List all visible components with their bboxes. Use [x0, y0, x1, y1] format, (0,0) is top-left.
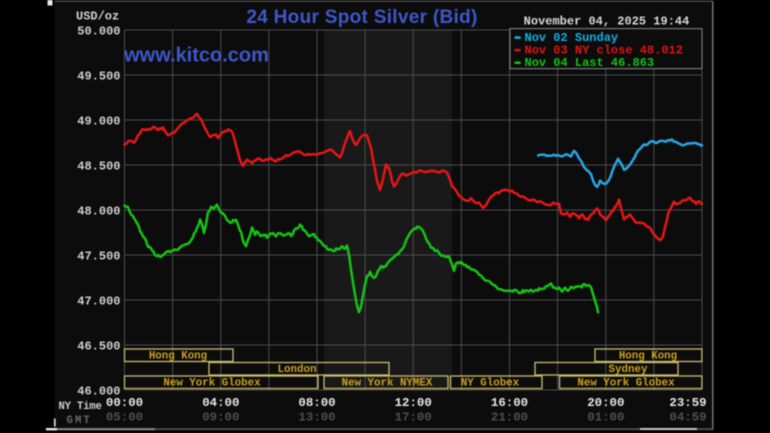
svg-text:48.000: 48.000 [77, 204, 120, 218]
svg-text:08:00: 08:00 [298, 396, 335, 410]
svg-text:20:00: 20:00 [587, 396, 624, 410]
svg-text:GMT: GMT [67, 415, 92, 427]
svg-text:USD/oz: USD/oz [76, 9, 119, 23]
svg-text:12:00: 12:00 [395, 396, 432, 410]
svg-text:01:00: 01:00 [587, 411, 624, 425]
svg-text:Hong Kong: Hong Kong [149, 351, 207, 363]
svg-text:49.500: 49.500 [77, 69, 120, 83]
svg-text:London: London [278, 364, 317, 376]
svg-text:24 Hour Spot Silver (Bid): 24 Hour Spot Silver (Bid) [246, 7, 477, 28]
svg-text:New York Globex: New York Globex [577, 378, 675, 390]
svg-text:49.000: 49.000 [77, 114, 120, 128]
svg-text:Nov 02 Sunday: Nov 02 Sunday [525, 31, 619, 45]
svg-text:47.000: 47.000 [77, 294, 120, 308]
svg-text:09:00: 09:00 [202, 411, 239, 425]
svg-text:05:00: 05:00 [106, 411, 143, 425]
svg-text:16:00: 16:00 [491, 396, 528, 410]
svg-text:48.500: 48.500 [77, 159, 120, 173]
svg-text:NY Time: NY Time [59, 401, 102, 413]
svg-text:Sydney: Sydney [609, 364, 648, 376]
svg-text:Nov 04 Last 46.863: Nov 04 Last 46.863 [525, 56, 655, 70]
svg-text:NY Globex: NY Globex [461, 378, 520, 390]
svg-text:23:59: 23:59 [669, 396, 706, 410]
svg-text:13:00: 13:00 [298, 411, 335, 425]
svg-text:17:00: 17:00 [395, 411, 432, 425]
svg-text:Hong Kong: Hong Kong [619, 351, 677, 363]
svg-text:www.kitco.com: www.kitco.com [123, 45, 269, 67]
svg-text:21:00: 21:00 [491, 411, 528, 425]
svg-text:New York NYMEX: New York NYMEX [342, 378, 433, 390]
svg-text:50.000: 50.000 [77, 24, 120, 38]
svg-text:New York Globex: New York Globex [163, 378, 261, 390]
svg-text:46.000: 46.000 [77, 384, 120, 398]
svg-text:04:00: 04:00 [202, 396, 239, 410]
svg-text:Nov 03 NY close 48.012: Nov 03 NY close 48.012 [525, 44, 683, 58]
svg-text:00:00: 00:00 [106, 396, 143, 410]
svg-text:04:59: 04:59 [669, 411, 706, 425]
svg-text:47.500: 47.500 [77, 249, 120, 263]
svg-text:November 04, 2025 19:44: November 04, 2025 19:44 [524, 15, 690, 29]
svg-text:46.500: 46.500 [77, 339, 120, 353]
